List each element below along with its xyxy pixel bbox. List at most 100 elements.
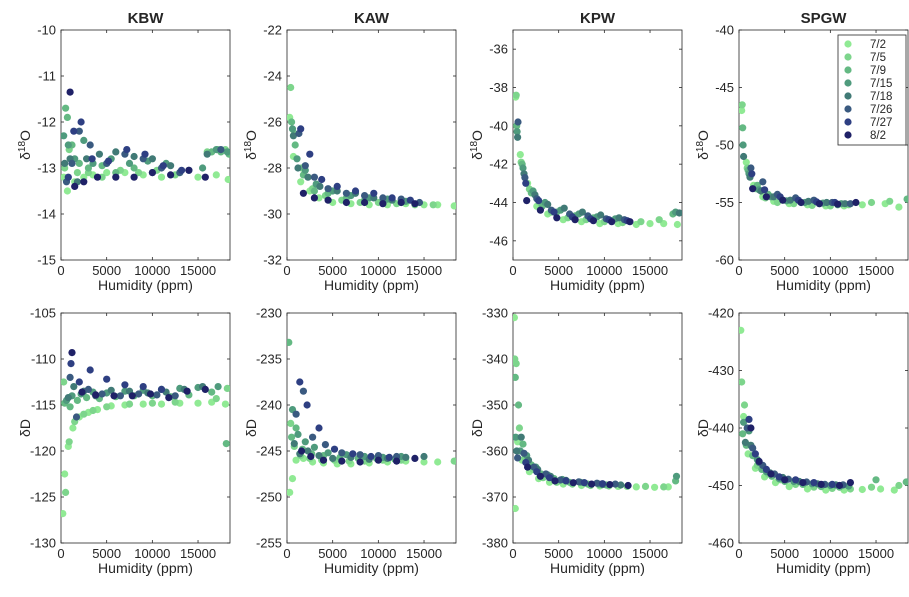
data-point [374, 456, 382, 464]
data-point [513, 314, 518, 322]
data-point [61, 132, 68, 140]
y-tick-label: -44 [489, 195, 508, 210]
data-point [297, 125, 305, 133]
data-point [515, 424, 524, 432]
data-point [522, 179, 530, 187]
data-point [641, 482, 650, 490]
data-point [83, 394, 91, 402]
data-point [514, 133, 522, 141]
y-tick-label: -46 [489, 233, 508, 248]
data-point [611, 480, 619, 488]
x-tick-label: 0 [57, 263, 64, 278]
series-7-27 [745, 415, 836, 488]
data-point [846, 479, 855, 487]
data-point [615, 214, 623, 222]
data-point [310, 443, 318, 451]
data-point [895, 203, 903, 211]
data-point [519, 440, 527, 448]
y-tick-label: -60 [715, 253, 734, 268]
data-point [742, 158, 750, 166]
y-axis-label: δD [243, 419, 259, 437]
x-tick-label: 15000 [180, 546, 216, 561]
data-point [797, 198, 805, 207]
data-point [536, 472, 545, 480]
data-point [107, 386, 115, 394]
y-tick-label: -240 [256, 398, 282, 413]
y-tick-label: -450 [708, 478, 734, 493]
data-point [402, 453, 410, 461]
data-point [290, 440, 298, 448]
data-point [71, 182, 79, 190]
data-point [890, 486, 898, 494]
data-point [637, 218, 645, 226]
legend-marker [844, 118, 852, 126]
data-point [513, 360, 520, 368]
data-point [123, 146, 131, 154]
data-point [598, 480, 607, 488]
x-tick-label: 15000 [406, 263, 442, 278]
data-point [521, 174, 529, 182]
data-point [78, 388, 86, 396]
y-tick-label: -250 [256, 490, 282, 505]
data-point [349, 450, 357, 458]
y-tick-label: -45 [715, 80, 734, 95]
data-point [411, 200, 419, 208]
data-point [159, 162, 167, 170]
x-tick-label: 0 [509, 263, 516, 278]
y-tick-label: -15 [37, 253, 56, 268]
data-point [212, 171, 220, 179]
data-point [98, 390, 106, 398]
data-point [61, 510, 67, 518]
data-point [291, 141, 299, 149]
data-point [288, 433, 296, 441]
data-point [194, 399, 202, 407]
y-tick-label: -370 [482, 490, 508, 505]
data-point [321, 441, 329, 449]
data-point [520, 449, 528, 457]
plot-area [60, 29, 231, 261]
data-point [185, 166, 193, 174]
y-tick-label: -12 [37, 115, 56, 130]
data-point [66, 373, 74, 381]
y-tick-label: -105 [30, 306, 56, 321]
data-point [130, 173, 138, 181]
y-tick-label: -11 [38, 69, 56, 84]
data-point [66, 403, 74, 411]
data-point [828, 480, 836, 488]
data-point [747, 164, 755, 172]
data-point [121, 381, 129, 389]
data-point [324, 196, 332, 204]
data-point [367, 452, 375, 461]
data-point [740, 152, 748, 161]
data-point [75, 127, 83, 135]
data-point [450, 202, 456, 210]
x-axis-label: Humidity (ppm) [776, 277, 871, 293]
legend-entry: 7/27 [870, 117, 892, 129]
data-point [61, 159, 69, 167]
data-point [632, 483, 640, 491]
data-point [64, 394, 72, 402]
data-point [571, 216, 579, 224]
data-point [306, 150, 314, 158]
series-8-2 [68, 349, 209, 402]
data-point [886, 197, 894, 205]
y-tick-label: -130 [30, 536, 56, 551]
data-point [292, 410, 300, 418]
y-tick-label: -24 [263, 69, 282, 84]
data-point [739, 106, 746, 115]
x-tick-label: 0 [509, 546, 516, 561]
data-point [575, 478, 583, 486]
data-point [125, 400, 134, 408]
data-point [342, 198, 350, 207]
data-point [128, 392, 136, 400]
legend-entry: 7/5 [870, 52, 886, 64]
data-point [513, 433, 520, 441]
data-point [749, 185, 757, 193]
data-point [103, 169, 111, 177]
data-point [330, 445, 339, 453]
x-axis-label: Humidity (ppm) [324, 560, 419, 576]
data-point [130, 164, 138, 172]
data-point [135, 390, 143, 398]
x-tick-label: 5000 [318, 546, 347, 561]
data-point [292, 456, 300, 464]
